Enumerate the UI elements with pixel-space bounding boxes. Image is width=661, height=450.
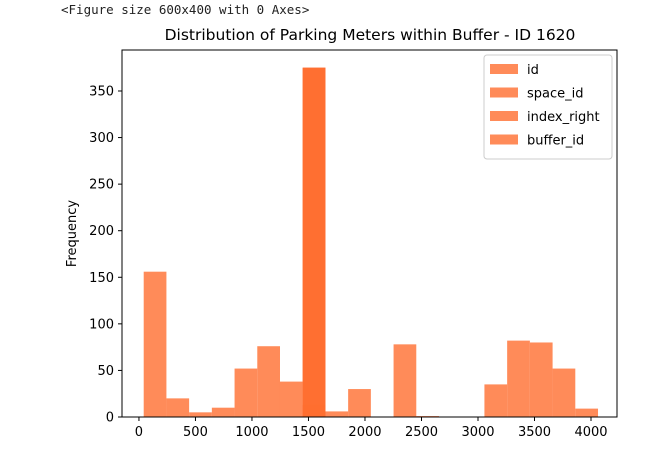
y-tick-label: 0	[106, 411, 114, 426]
x-tick-label: 1500	[292, 425, 325, 440]
histogram-bar-id-8	[325, 411, 349, 417]
y-tick-label: 50	[97, 364, 114, 379]
histogram-bar-id-16	[507, 340, 530, 417]
histogram-bar-id-5	[257, 346, 280, 417]
histogram-bar-id-18	[552, 368, 576, 417]
x-tick-label: 3500	[518, 425, 551, 440]
y-tick-label: 100	[89, 317, 114, 332]
chart-title: Distribution of Parking Meters within Bu…	[165, 26, 576, 44]
histogram-bar-id-0	[143, 271, 167, 417]
histogram-bar-id-3	[211, 407, 235, 417]
histogram-bar-id-19	[575, 408, 599, 417]
histogram-bar-id-17	[529, 342, 553, 417]
x-tick-label: 500	[183, 425, 208, 440]
y-tick-label: 350	[89, 84, 114, 99]
y-tick-label: 150	[89, 271, 114, 286]
x-tick-label: 0	[135, 425, 143, 440]
histogram-bar-id-11	[393, 344, 417, 417]
histogram-bar-id-15	[484, 384, 508, 417]
legend-entry-buffer-id: buffer_id	[527, 134, 584, 149]
bars-layer	[143, 67, 599, 417]
x-tick-label: 4000	[574, 425, 607, 440]
y-tick-label: 300	[89, 131, 114, 146]
y-tick-label: 250	[89, 178, 114, 193]
legend-entry-index-right: index_right	[527, 110, 600, 125]
legend: id space_id index_right buffer_id	[483, 54, 613, 160]
legend-swatch	[490, 87, 518, 98]
legend-entry-space-id: space_id	[527, 87, 584, 102]
legend-swatch	[490, 64, 518, 74]
output-caption: <Figure size 600x400 with 0 Axes>	[61, 2, 310, 17]
x-tick-label: 3000	[461, 425, 494, 440]
x-tick-label: 1000	[235, 425, 268, 440]
legend-entry-id: id	[527, 63, 539, 78]
legend-swatch	[490, 111, 518, 121]
histogram-bar-id-4	[234, 368, 258, 417]
histogram-bar-id-9	[348, 389, 371, 417]
x-tick-label: 2000	[348, 425, 381, 440]
histogram-bar-id-6	[279, 381, 303, 417]
legend-swatch	[490, 134, 518, 145]
x-tick-label: 2500	[405, 425, 438, 440]
y-tick-label: 200	[89, 224, 114, 239]
histogram-bar-buffer-id-0	[302, 67, 326, 417]
y-axis: 0 50 100 150 200 250 300 350	[89, 84, 122, 426]
x-axis: 0 500 1000 1500 2000 2500 3000 3500 4000	[135, 417, 608, 440]
plot-frame	[121, 49, 618, 418]
y-axis-label: Frequency	[65, 200, 80, 267]
legend-box	[483, 54, 613, 160]
histogram-bar-id-2	[189, 412, 212, 417]
histogram-bar-id-1	[166, 398, 190, 417]
